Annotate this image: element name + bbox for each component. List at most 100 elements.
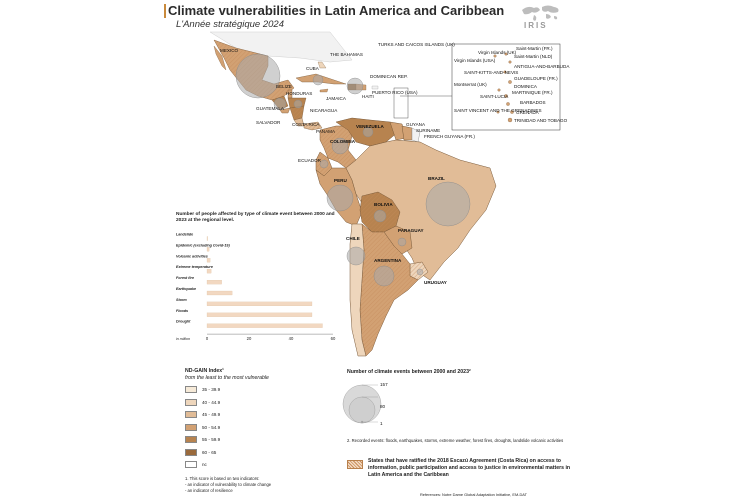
legend-label: 50 - 54.9 bbox=[202, 424, 221, 430]
legend-label: 35 - 39.9 bbox=[202, 387, 221, 392]
bar-x-axis-label: in million bbox=[176, 337, 190, 341]
escazu-swatch bbox=[347, 460, 363, 469]
inset-label-st-kitts: SAINT-KITTS-AND-NEVIS bbox=[464, 70, 518, 75]
event-circle-argentina bbox=[373, 265, 395, 287]
label-argentina: ARGENTINA bbox=[374, 258, 402, 263]
bar-category-label: Drought bbox=[176, 320, 191, 324]
inset-label-dominica: DOMINICA bbox=[514, 84, 538, 89]
puerto-rico bbox=[371, 85, 379, 90]
event-circle-venezuela bbox=[362, 126, 374, 138]
bar bbox=[206, 280, 222, 285]
label-venezuela: VENEZUELA bbox=[356, 124, 385, 129]
bar-category-label: Floods bbox=[176, 309, 188, 313]
event-circle-guatemala bbox=[273, 97, 287, 111]
label-turks: TURKS AND CAICOS ISLANDS (UK) bbox=[378, 42, 455, 47]
label-cuba: CUBA bbox=[306, 66, 320, 71]
label-costa-rica: COSTA RICA bbox=[292, 122, 320, 127]
legend-swatch bbox=[185, 386, 197, 393]
bar-chart-affected-people: Landslide Epidemic (excluding Covid-19) Vo… bbox=[176, 233, 336, 342]
label-chile: CHILE bbox=[346, 236, 360, 241]
label-uruguay: URUGUAY bbox=[424, 280, 447, 285]
bar bbox=[206, 290, 233, 296]
label-suriname: SURINAME bbox=[416, 128, 440, 133]
label-peru: PERU bbox=[334, 178, 347, 183]
bar-category-label: Epidemic (excluding Covid-19) bbox=[176, 243, 230, 247]
inset-label-st-martin-fr: Saint-Martin (FR.) bbox=[516, 46, 553, 51]
label-haiti: HAITI bbox=[362, 94, 374, 99]
event-circle-bolivia bbox=[373, 209, 387, 223]
bar-category-label: Volcanic activities bbox=[176, 254, 208, 258]
label-brazil: BRAZIL bbox=[428, 176, 445, 181]
label-bahamas: THE BAHAMAS bbox=[330, 52, 363, 57]
bar-x-tick-label: 40 bbox=[289, 336, 294, 341]
bar bbox=[206, 269, 212, 274]
bar bbox=[206, 323, 323, 328]
country-salvador bbox=[279, 107, 291, 114]
event-circle-brazil bbox=[425, 181, 471, 227]
bar-x-tick-label: 60 bbox=[331, 336, 336, 341]
inset-label-st-martin-nld: Saint-Martin (NLD) bbox=[514, 54, 553, 59]
bar bbox=[206, 247, 210, 252]
inset-label-virgin-uk: Virgin Islands (UK) bbox=[478, 50, 517, 55]
bar-x-tick-label: 20 bbox=[247, 336, 252, 341]
bar bbox=[206, 312, 313, 317]
label-nicaragua: NICARAGUA bbox=[310, 108, 338, 113]
inset-label-st-vincent: SAINT VINCENT AND THE GRENADINES bbox=[454, 108, 542, 113]
inset-label-barbados: BARBADOS bbox=[520, 100, 546, 105]
inset-label-grenada: GRENADA bbox=[516, 110, 540, 115]
legend-footnote-2: - an indicator of vulnerability to clima… bbox=[185, 482, 272, 487]
country-bahamas bbox=[317, 61, 327, 69]
event-circle-peru bbox=[326, 184, 354, 212]
inset-label-montserrat: Montserrat (UK) bbox=[454, 82, 487, 87]
event-circle-mexico bbox=[235, 53, 281, 99]
bar-category-label: Earthquake bbox=[176, 287, 196, 291]
label-mexico: MEXICO bbox=[220, 48, 239, 53]
references: References: Notre Dame Global Adaptation… bbox=[420, 492, 527, 497]
escazu-hatch-nicaragua bbox=[290, 106, 304, 120]
bar bbox=[206, 258, 211, 263]
label-ecuador: ECUADOR bbox=[298, 158, 322, 163]
events-legend-circles: 157 80 1 bbox=[342, 382, 388, 426]
inset-label-antigua: ANTIGUA-AND-BARBUDA bbox=[514, 64, 570, 69]
legend-label: 45 - 49.9 bbox=[202, 412, 221, 417]
event-circle-uruguay bbox=[416, 268, 424, 276]
label-puerto-rico: PUERTO RICO (USA) bbox=[372, 90, 418, 95]
label-french-guiana: FRENCH GUYANA (FR.) bbox=[424, 134, 475, 139]
event-circle-paraguay bbox=[397, 237, 407, 247]
events-legend-value-1: 1 bbox=[380, 421, 383, 426]
bar-category-label: Landslide bbox=[176, 233, 193, 237]
events-legend-value-80: 80 bbox=[380, 404, 386, 409]
inset-box bbox=[451, 43, 561, 131]
inset-label-trinidad: TRINIDAD AND TOBAGO bbox=[514, 118, 568, 123]
inset-label-virgin-usa: Virgin Islands (USA) bbox=[454, 58, 496, 63]
country-mexico-baja bbox=[213, 45, 227, 71]
escazu-hatch-panama bbox=[304, 122, 322, 130]
legend-swatch bbox=[185, 411, 197, 418]
inset-label-st-lucia: SAINT-LUCIA bbox=[480, 94, 509, 99]
event-circle-honduras bbox=[293, 99, 303, 109]
page-subtitle: L'Année stratégique 2024 bbox=[176, 19, 284, 30]
events-legend-note: 2. Recorded events: floods, earthquakes,… bbox=[347, 438, 564, 443]
inset-source-box bbox=[393, 87, 409, 119]
escazu-text: States that have ratified the 2018 Escaz… bbox=[368, 458, 571, 479]
events-legend-title: Number of climate events between 2000 an… bbox=[347, 369, 471, 375]
label-salvador: SALVADOR bbox=[256, 120, 281, 125]
bar-category-label: Forest fire bbox=[176, 276, 194, 280]
event-circle-colombia bbox=[331, 137, 349, 155]
label-bolivia: BOLIVIA bbox=[374, 202, 393, 207]
inset-islands bbox=[493, 52, 514, 123]
legend-footnote-1: 1. This score is based on two indicators… bbox=[185, 476, 260, 481]
title-accent-bar bbox=[164, 4, 166, 18]
legend-swatch bbox=[185, 461, 197, 468]
legend-swatch bbox=[185, 436, 197, 443]
events-legend-circle-80 bbox=[348, 396, 376, 424]
bar bbox=[206, 236, 208, 241]
label-guyana: GUYANA bbox=[406, 122, 426, 127]
label-dominican: DOMINICAN REP. bbox=[370, 74, 408, 79]
legend-subtitle: from the least to the most vulnerable bbox=[185, 375, 269, 381]
event-circle-cuba bbox=[312, 74, 324, 86]
legend-label: 55 - 59.9 bbox=[202, 437, 221, 442]
label-jamaica: JAMAICA bbox=[326, 96, 347, 101]
bar-chart-title: Number of people affected by type of cli… bbox=[176, 212, 335, 224]
